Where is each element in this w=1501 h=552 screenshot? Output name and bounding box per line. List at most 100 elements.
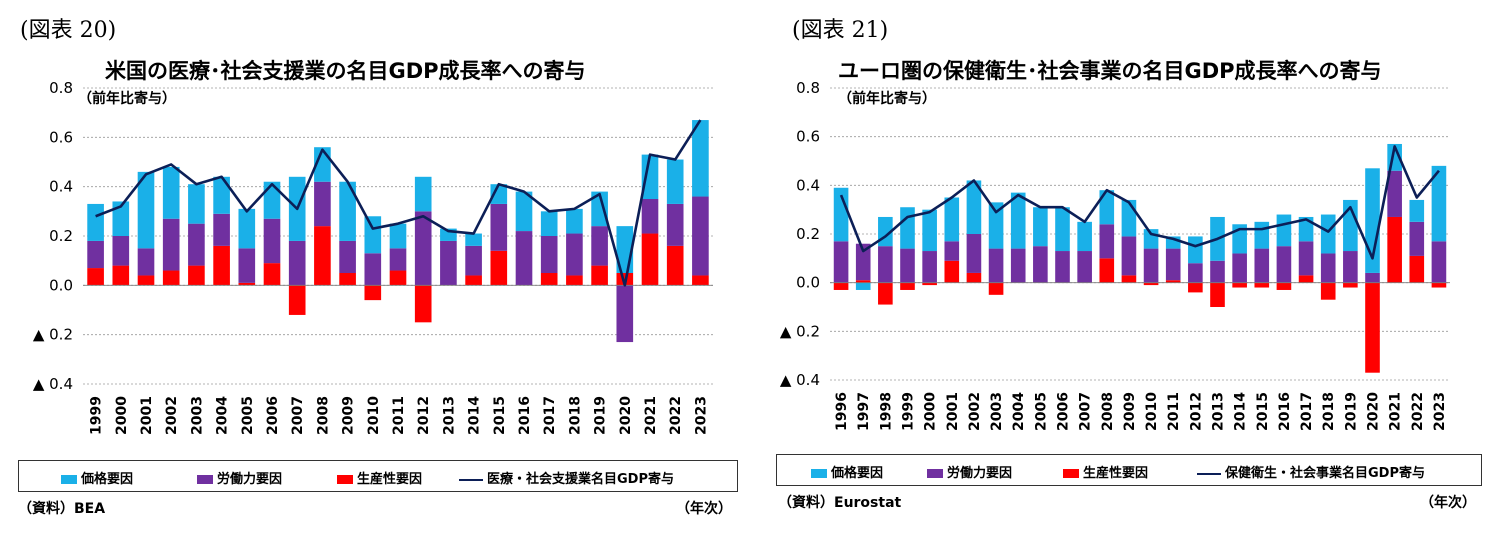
x-tick-label: 2007: [1078, 392, 1094, 431]
bar-segment: [162, 270, 180, 286]
x-tick-label: 2009: [1122, 392, 1138, 431]
bar-segment: [1298, 241, 1314, 276]
bar-segment: [188, 184, 205, 224]
bar-segment: [1033, 207, 1048, 247]
bar-segment: [389, 223, 407, 249]
bar-segment: [988, 248, 1004, 283]
bar-segment: [137, 171, 155, 249]
x-tick-label: 2020: [1366, 392, 1382, 431]
y-tick-label: 0.8: [49, 79, 73, 97]
x-tick-label: 2019: [593, 396, 609, 435]
bar-segment: [1188, 282, 1203, 293]
legend-item-line: 医療・社会支援業名目GDP寄与: [459, 468, 674, 487]
chart-plot: 0.8 0.6 0.4 0.2 0.0 ▲ 0.2 ▲ 0.4 1999 2000 2001 200…: [33, 79, 713, 435]
bar-segment: [364, 253, 382, 286]
bar-segment: [1210, 282, 1225, 307]
bar-segment: [1431, 165, 1447, 242]
y-tick-label: 0.4: [49, 178, 73, 196]
chart-legend: 価格要因 労働力要因 生産性要因 医療・社会支援業名目GDP寄与: [18, 460, 738, 492]
bar-segment: [1210, 260, 1225, 283]
bar-segment: [162, 166, 180, 219]
bar-segment: [966, 180, 982, 234]
chart-plot: 0.8 0.6 0.4 0.2 0.0 ▲ 0.2 ▲ 0.4 1996 1997 1998 199…: [780, 79, 1450, 431]
x-tick-label: 2012: [1188, 392, 1204, 431]
x-tick-label: 1996: [834, 392, 850, 431]
bar-segment: [1387, 170, 1402, 217]
legend-item-line: 保健衛生・社会事業名目GDP寄与: [1197, 462, 1425, 481]
bar-segment: [465, 245, 482, 276]
bar-segment: [263, 218, 281, 264]
bar-segment: [540, 273, 558, 286]
bar-segment: [1055, 251, 1070, 283]
legend-swatch-line: [1197, 472, 1221, 475]
bar-segment: [900, 248, 915, 283]
legend-label-price: 価格要因: [81, 472, 134, 487]
bar-segment: [1409, 221, 1425, 256]
bar-segment: [1232, 282, 1247, 288]
chart-legend: 価格要因 労働力要因 生産性要因 保健衛生・社会事業名目GDP寄与: [776, 454, 1482, 486]
legend-label-productivity: 生産性要因: [357, 472, 423, 487]
bar-segment: [515, 231, 533, 286]
bar-segment: [213, 176, 230, 214]
x-tick-label: 2006: [1056, 392, 1072, 431]
x-tick-label: 2015: [492, 396, 508, 435]
bar-segment: [692, 196, 709, 276]
bar-segment: [1409, 199, 1425, 222]
y-tick-label: 0.4: [796, 176, 820, 194]
x-tick-label: 2002: [164, 396, 180, 435]
legend-swatch-labor: [927, 469, 943, 478]
x-tick-label: 1999: [901, 392, 917, 431]
legend-label-labor: 労働力要因: [217, 472, 283, 487]
bar-segment: [1010, 248, 1026, 283]
bar-segment: [339, 240, 356, 273]
bar-segment: [238, 248, 256, 283]
legend-label-price: 価格要因: [831, 466, 884, 481]
x-tick-label: 2007: [290, 396, 306, 435]
bar-segment: [1077, 221, 1092, 252]
bar-segment: [1055, 207, 1070, 252]
bar-segment: [137, 275, 155, 286]
legend-label-line: 保健衛生・社会事業名目GDP寄与: [1225, 466, 1425, 481]
bar-segment: [288, 240, 306, 286]
bar-segment: [855, 280, 871, 283]
bar-segment: [591, 265, 608, 286]
legend-label-productivity: 生産性要因: [1083, 466, 1149, 481]
bar-segment: [414, 211, 432, 286]
y-unit-label: （前年比寄与）: [78, 91, 176, 107]
bar-segment: [966, 234, 982, 273]
x-tick-label: 2003: [189, 396, 205, 435]
bar-segment: [490, 184, 508, 204]
bar-segment: [288, 285, 306, 315]
y-tick-label: ▲ 0.4: [780, 371, 820, 389]
y-tick-label: 0.6: [49, 128, 73, 146]
legend-swatch-labor: [197, 475, 213, 484]
x-tick-label: 2021: [1388, 392, 1404, 431]
bar-segment: [944, 241, 960, 261]
x-tick-label: 2023: [693, 396, 709, 435]
chart-panel-euro: (図表 21) ユーロ圏の保健衛生･社会事業の名目GDP成長率への寄与 （前年比…: [760, 0, 1500, 552]
bar-segment: [1165, 280, 1181, 283]
legend-item-labor: 労働力要因: [927, 462, 1012, 481]
x-tick-label: 2008: [1100, 392, 1116, 431]
total-line: [839, 145, 1440, 260]
bar-segment: [855, 282, 871, 290]
bar-segment: [414, 285, 432, 323]
bar-segment: [1188, 236, 1203, 264]
bar-segment: [263, 181, 281, 219]
legend-swatch-price: [61, 475, 77, 484]
y-tick-label: 0.2: [49, 227, 73, 245]
bar-segment: [1099, 258, 1115, 283]
chart-panel-us: (図表 20) 米国の医療･社会支援業の名目GDP成長率への寄与 （前年比寄与）…: [0, 0, 740, 552]
bar-segment: [641, 199, 659, 234]
bar-segment: [87, 203, 104, 241]
bar-segment: [1409, 255, 1425, 283]
bar-segment: [1254, 248, 1270, 283]
bar-segment: [1188, 263, 1203, 283]
bar-segment: [591, 226, 608, 266]
bar-segment: [591, 191, 608, 227]
x-tick-label: 2005: [1033, 392, 1049, 431]
bar-segment: [1099, 224, 1115, 259]
bar-segment: [1276, 282, 1292, 290]
y-tick-label: ▲ 0.2: [780, 322, 820, 340]
bar-segment: [1099, 190, 1115, 225]
